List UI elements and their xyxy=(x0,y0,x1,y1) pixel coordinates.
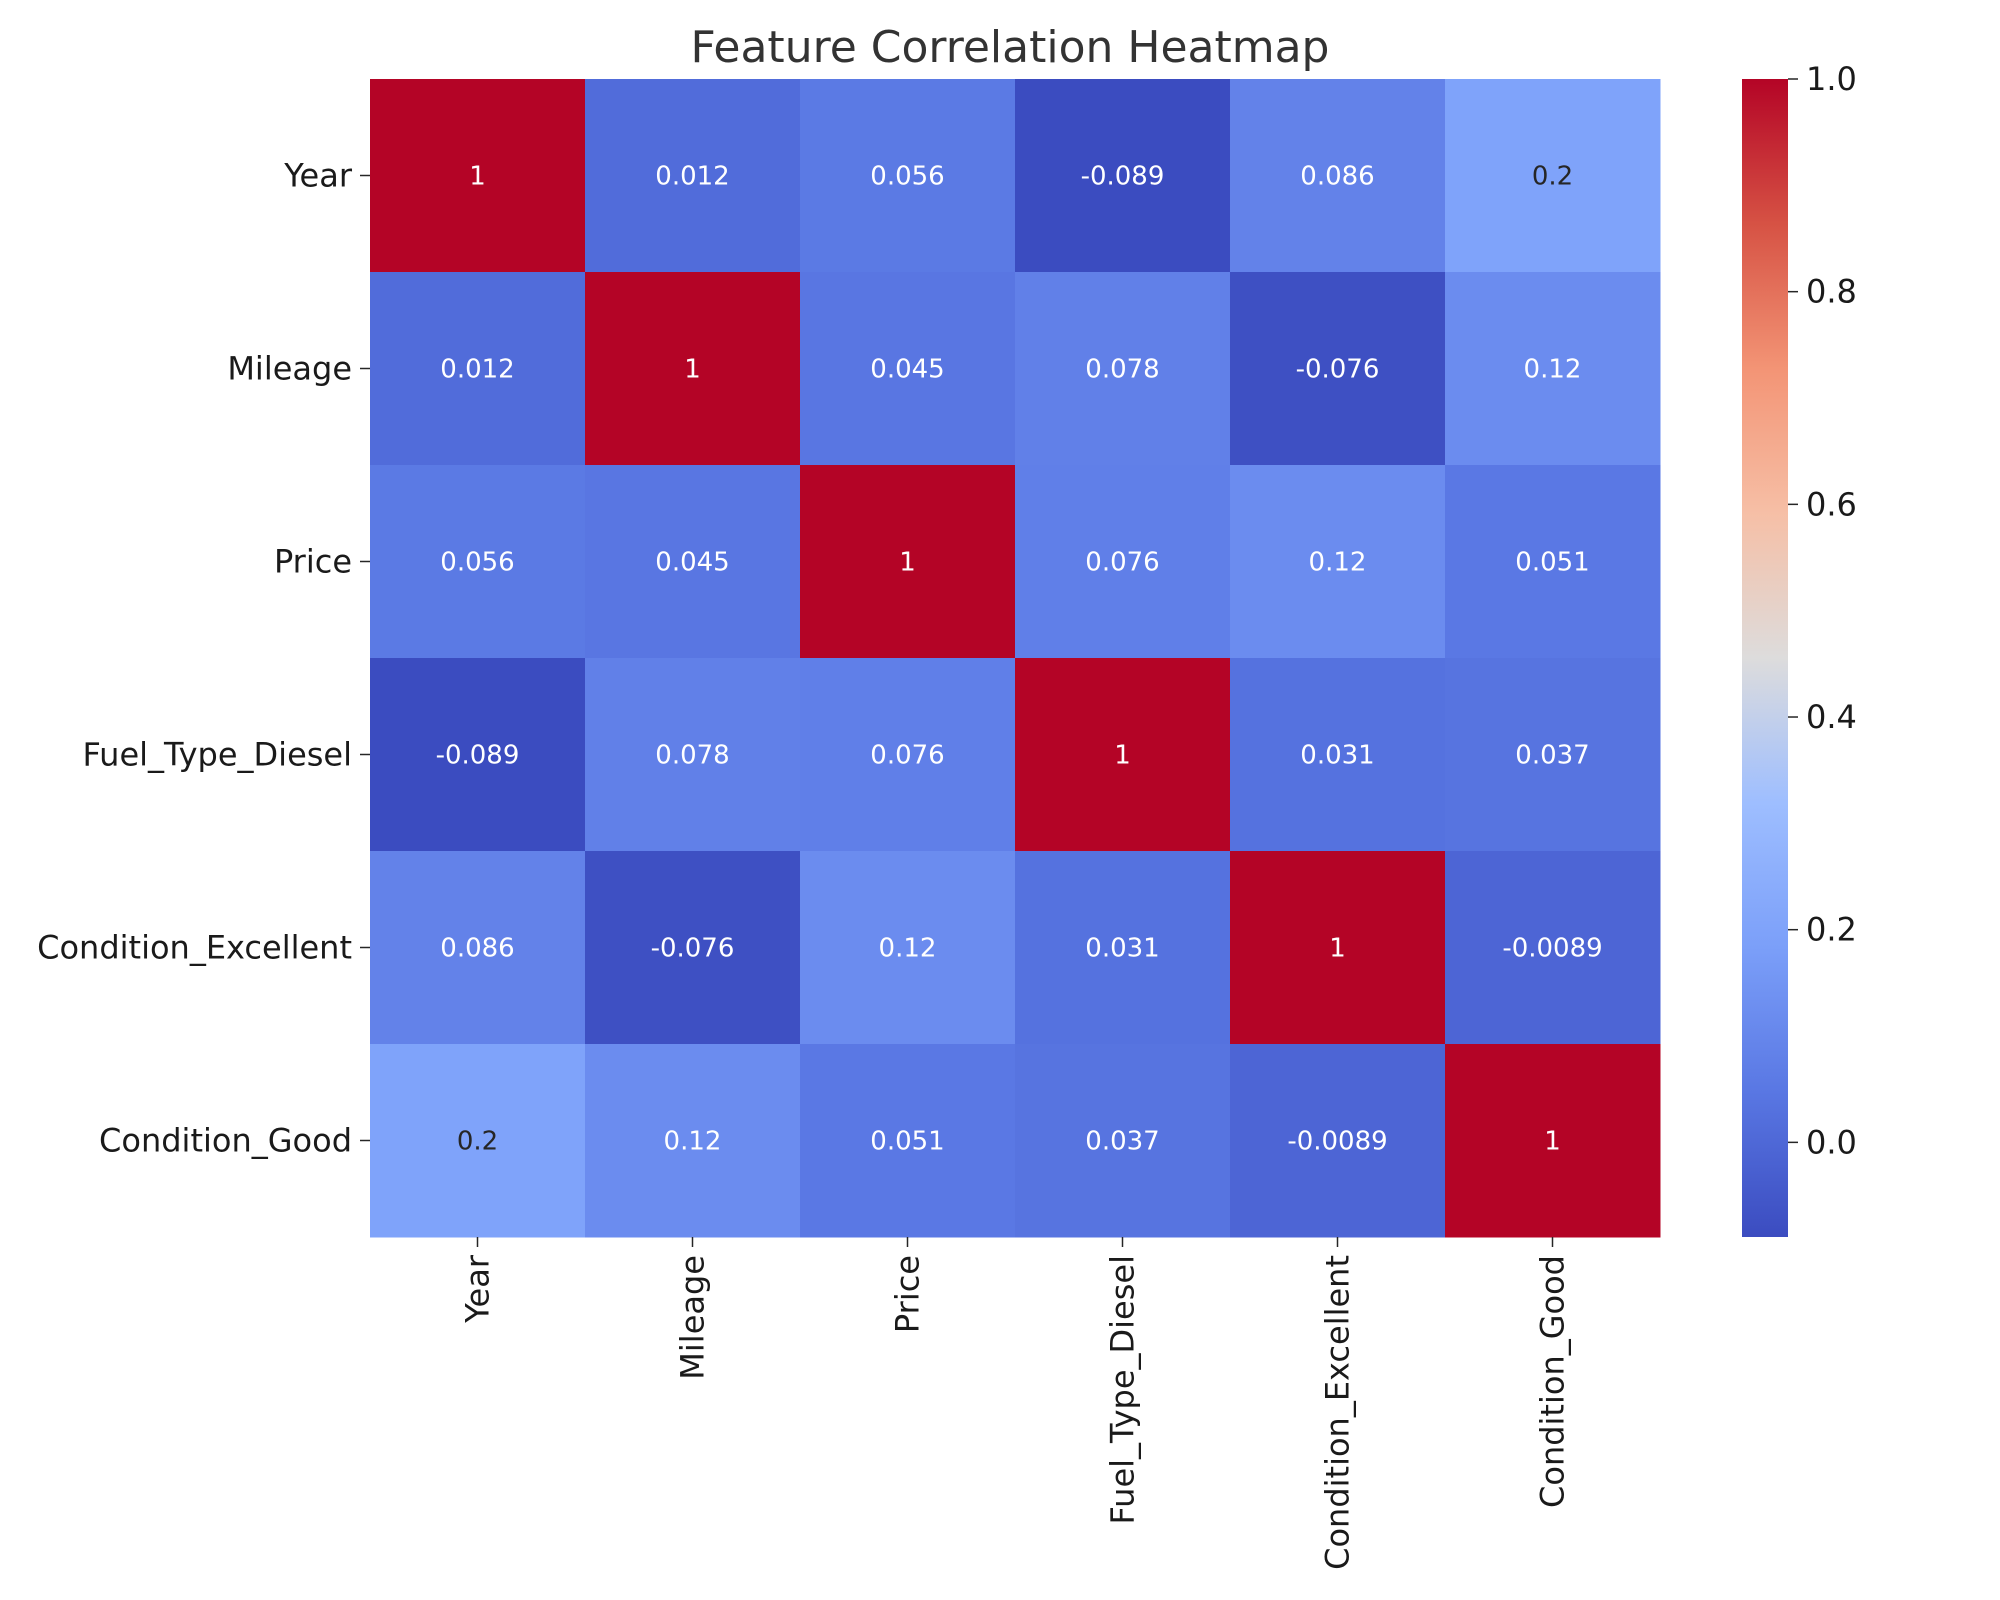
x-tick-label: Fuel_Type_Diesel xyxy=(1104,1255,1142,1524)
x-tick-label: Year xyxy=(459,1254,497,1324)
heatmap-cell xyxy=(370,658,586,852)
x-tick-label: Price xyxy=(889,1255,927,1333)
cell-value-label: 0.031 xyxy=(1300,741,1374,771)
cell-value-label: 0.078 xyxy=(1085,355,1159,385)
cell-value-label: -0.0089 xyxy=(1287,1127,1387,1157)
heatmap-cells: 1 0.012 0.056 -0.089 0.086 0.2 0.012 1 0.045 0.07… xyxy=(370,79,1661,1238)
x-tick-label: Condition_Good xyxy=(1534,1255,1572,1508)
cell-value-label: 0.012 xyxy=(655,162,729,192)
heatmap-cell xyxy=(800,272,1016,466)
cell-value-label: 0.12 xyxy=(1524,355,1582,385)
cell-value-label: 0.086 xyxy=(440,934,514,964)
cell-value-label: -0.076 xyxy=(1296,355,1380,385)
cell-value-label: -0.089 xyxy=(436,741,520,771)
y-tick-label: Condition_Excellent xyxy=(37,929,352,967)
heatmap-cell xyxy=(1445,658,1661,852)
cell-value-label: 0.031 xyxy=(1085,934,1159,964)
cell-value-label: 0.056 xyxy=(440,548,514,578)
heatmap-cell xyxy=(1445,465,1661,659)
cell-value-label: 0.2 xyxy=(457,1127,498,1157)
y-axis-ticks: Year Mileage Price Fuel_Type_Diesel Conditio… xyxy=(37,157,370,1160)
heatmap-cell xyxy=(1230,851,1446,1045)
cell-value-label: -0.0089 xyxy=(1502,934,1602,964)
cell-value-label: 0.056 xyxy=(870,162,944,192)
cell-value-label: 0.076 xyxy=(1085,548,1159,578)
cell-value-label: 1 xyxy=(899,548,916,578)
heatmap-cell xyxy=(370,1044,586,1238)
heatmap-cell xyxy=(370,79,586,273)
heatmap-cell xyxy=(1230,465,1446,659)
y-tick-label: Mileage xyxy=(227,350,352,388)
heatmap-cell xyxy=(1445,79,1661,273)
y-tick-label: Year xyxy=(283,157,353,195)
heatmap-cell xyxy=(800,79,1016,273)
cell-value-label: 0.12 xyxy=(664,1127,722,1157)
cell-value-label: 0.086 xyxy=(1300,162,1374,192)
cell-value-label: 0.076 xyxy=(870,741,944,771)
cell-value-label: 0.045 xyxy=(870,355,944,385)
heatmap-cell xyxy=(800,465,1016,659)
heatmap-cell xyxy=(800,1044,1016,1238)
heatmap-cell xyxy=(1015,1044,1231,1238)
heatmap-cell xyxy=(1230,1044,1446,1238)
cell-value-label: 0.045 xyxy=(655,548,729,578)
colorbar-tick-label: 1.0 xyxy=(1806,60,1857,98)
heatmap-cell xyxy=(585,79,801,273)
colorbar-tick-label: 0.2 xyxy=(1806,911,1857,949)
heatmap-cell xyxy=(370,851,586,1045)
colorbar-gradient xyxy=(1742,79,1788,1237)
heatmap-cell xyxy=(1445,1044,1661,1238)
cell-value-label: 0.051 xyxy=(870,1127,944,1157)
cell-value-label: 1 xyxy=(1114,741,1131,771)
heatmap-cell xyxy=(1015,465,1231,659)
y-tick-label: Fuel_Type_Diesel xyxy=(83,736,352,774)
cell-value-label: 0.12 xyxy=(1309,548,1367,578)
x-tick-label: Mileage xyxy=(674,1255,712,1380)
colorbar-tick-label: 0.4 xyxy=(1806,698,1857,736)
y-tick-label: Price xyxy=(274,543,352,581)
colorbar: 0.0 0.2 0.4 0.6 0.8 1.0 xyxy=(1742,60,1857,1237)
heatmap-cell xyxy=(1445,272,1661,466)
chart-title: Feature Correlation Heatmap xyxy=(691,22,1330,73)
cell-value-label: 0.037 xyxy=(1085,1127,1159,1157)
cell-value-label: -0.076 xyxy=(651,934,735,964)
heatmap-cell xyxy=(585,851,801,1045)
cell-value-label: 1 xyxy=(469,162,486,192)
heatmap-cell xyxy=(1230,79,1446,273)
cell-value-label: -0.089 xyxy=(1081,162,1165,192)
cell-value-label: 0.037 xyxy=(1515,741,1589,771)
cell-value-label: 1 xyxy=(1329,934,1346,964)
x-tick-label: Condition_Excellent xyxy=(1319,1255,1357,1570)
cell-value-label: 0.2 xyxy=(1532,162,1573,192)
colorbar-tick-label: 0.8 xyxy=(1806,273,1857,311)
heatmap-cell xyxy=(1015,658,1231,852)
cell-value-label: 0.012 xyxy=(440,355,514,385)
heatmap-cell xyxy=(585,465,801,659)
heatmap-cell xyxy=(585,272,801,466)
cell-value-label: 0.051 xyxy=(1515,548,1589,578)
cell-value-label: 1 xyxy=(1544,1127,1561,1157)
heatmap-cell xyxy=(1015,79,1231,273)
heatmap-cell xyxy=(1015,851,1231,1045)
heatmap-cell xyxy=(1445,851,1661,1045)
cell-value-label: 0.078 xyxy=(655,741,729,771)
colorbar-tick-label: 0.0 xyxy=(1806,1123,1857,1161)
cell-value-label: 1 xyxy=(684,355,701,385)
heatmap-cell xyxy=(585,1044,801,1238)
heatmap-cell xyxy=(370,465,586,659)
heatmap-cell xyxy=(585,658,801,852)
heatmap-cell xyxy=(800,658,1016,852)
heatmap-cell xyxy=(370,272,586,466)
colorbar-tick-label: 0.6 xyxy=(1806,485,1857,523)
heatmap-cell xyxy=(800,851,1016,1045)
heatmap-cell xyxy=(1230,658,1446,852)
y-tick-label: Condition_Good xyxy=(99,1122,352,1160)
heatmap-cell xyxy=(1015,272,1231,466)
cell-value-label: 0.12 xyxy=(879,934,937,964)
heatmap-cell xyxy=(1230,272,1446,466)
x-axis-ticks: Year Mileage Price Fuel_Type_Diesel Conditio… xyxy=(459,1237,1572,1570)
